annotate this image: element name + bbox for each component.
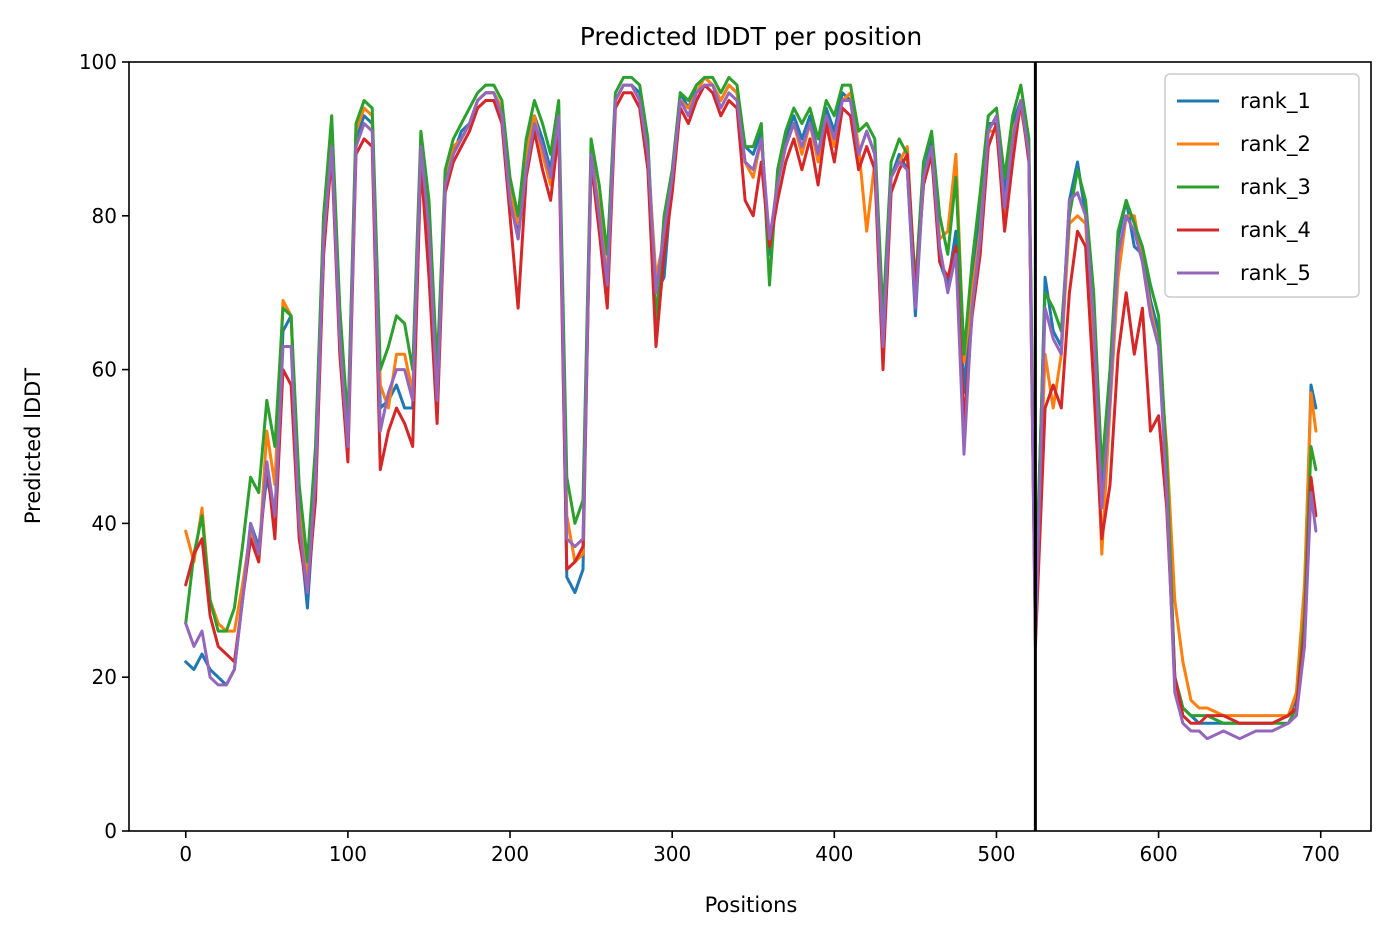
x-tick-label: 500 xyxy=(977,842,1015,866)
x-tick-label: 600 xyxy=(1140,842,1178,866)
x-tick-label: 200 xyxy=(491,842,529,866)
series-line-rank_3 xyxy=(184,75,1318,725)
legend-label-rank_2: rank_2 xyxy=(1240,132,1311,157)
legend-box xyxy=(1164,73,1360,298)
series-line-rank_5 xyxy=(184,83,1318,741)
y-tick-label: 20 xyxy=(92,665,117,689)
legend-label-rank_3: rank_3 xyxy=(1240,175,1311,200)
y-axis-title: Predicted lDDT xyxy=(21,368,45,524)
series-line-rank_4 xyxy=(184,83,1318,725)
y-tick-label: 100 xyxy=(79,50,117,74)
x-tick-label: 700 xyxy=(1302,842,1340,866)
plot-area xyxy=(184,62,1318,831)
x-tick-label: 0 xyxy=(179,842,192,866)
chart-title: Predicted lDDT per position xyxy=(580,22,922,51)
plot-frame xyxy=(128,61,1372,832)
y-tick-label: 0 xyxy=(104,819,117,843)
x-axis-title: Positions xyxy=(705,893,798,917)
x-tick-label: 100 xyxy=(329,842,367,866)
y-tick-label: 80 xyxy=(92,204,117,228)
x-tick-label: 400 xyxy=(815,842,853,866)
legend: rank_1 rank_2 rank_3 rank_4 rank_5 xyxy=(1164,73,1360,298)
legend-label-rank_5: rank_5 xyxy=(1240,261,1311,286)
legend-label-rank_4: rank_4 xyxy=(1240,218,1311,243)
x-axis: 0 100 200 300 400 500 600 700 xyxy=(179,831,1340,866)
legend-label-rank_1: rank_1 xyxy=(1240,89,1311,114)
y-tick-label: 60 xyxy=(92,358,117,382)
x-tick-label: 300 xyxy=(653,842,691,866)
y-axis: 0 20 40 60 80 100 xyxy=(79,50,129,843)
y-tick-label: 40 xyxy=(92,511,117,535)
